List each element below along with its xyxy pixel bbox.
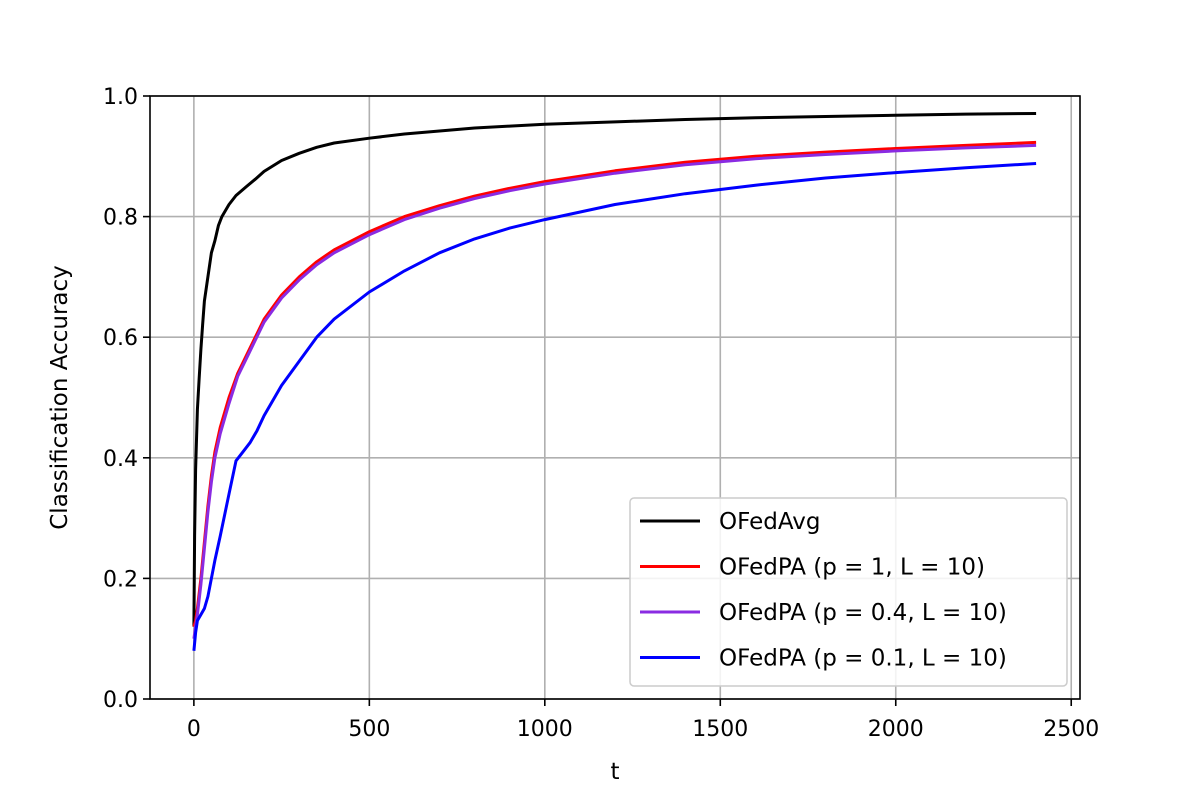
x-tick-label: 2500 xyxy=(1043,717,1099,742)
series-line-2 xyxy=(192,143,1037,639)
legend: OFedAvg OFedPA (p = 1, L = 10) OFedPA (p =… xyxy=(629,497,1068,687)
y-axis-label: Classification Accuracy xyxy=(47,265,73,530)
series-line-3 xyxy=(192,162,1037,651)
legend-label: OFedAvg xyxy=(719,509,820,535)
legend-label: OFedPA (p = 0.1, L = 10) xyxy=(719,646,1007,672)
x-tick-label: 2000 xyxy=(868,717,924,742)
y-tick-label: 0.8 xyxy=(103,206,138,231)
y-tick-label: 0.4 xyxy=(103,447,138,472)
x-tick-label: 500 xyxy=(348,717,390,742)
legend-box xyxy=(629,497,1068,687)
y-tick-label: 0.0 xyxy=(103,688,138,713)
series-lines xyxy=(192,112,1037,651)
plot-frame xyxy=(149,95,1081,700)
y-tick-label: 1.0 xyxy=(103,85,138,110)
x-tick-label: 1000 xyxy=(517,717,573,742)
y-tick-label: 0.6 xyxy=(103,326,138,351)
axis-ticks: 0 500 1000 1500 2000 2500 0.0 0.2 0.4 0.6 0.8 1.0 xyxy=(103,85,1099,742)
x-tick-label: 0 xyxy=(187,717,201,742)
x-axis-label: t xyxy=(610,759,619,785)
legend-label: OFedPA (p = 1, L = 10) xyxy=(719,555,985,581)
series-line-0 xyxy=(192,112,1037,627)
y-tick-label: 0.2 xyxy=(103,567,138,592)
legend-label: OFedPA (p = 0.4, L = 10) xyxy=(719,600,1007,626)
x-tick-label: 1500 xyxy=(692,717,748,742)
